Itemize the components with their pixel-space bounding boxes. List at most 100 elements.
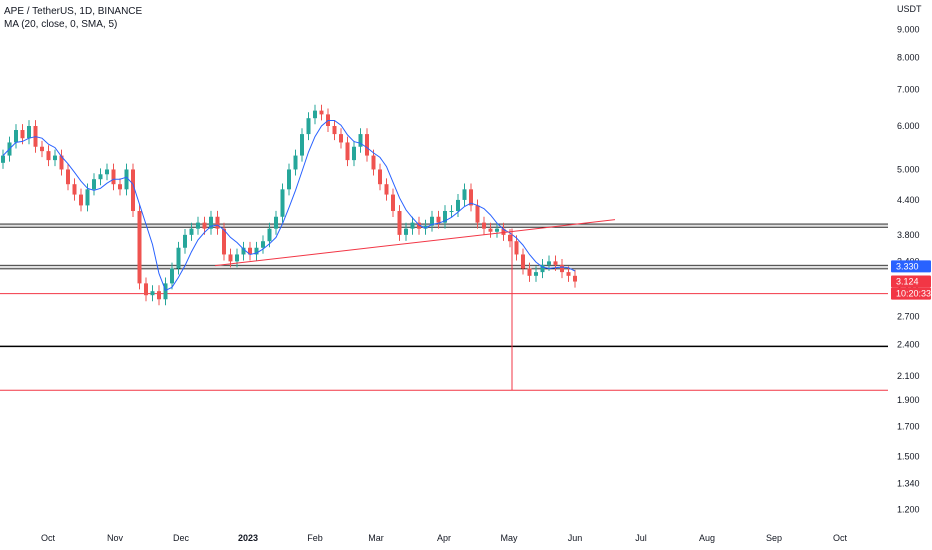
candle — [449, 205, 454, 218]
price-tick-6: 3.800 — [897, 230, 920, 240]
candle — [534, 266, 538, 282]
candle — [196, 216, 200, 235]
price-tick-15: 1.340 — [897, 478, 920, 488]
candle — [482, 216, 486, 235]
candle — [358, 128, 363, 153]
trendlines — [214, 219, 616, 391]
candle — [345, 136, 350, 167]
candle — [27, 120, 31, 145]
candle — [137, 205, 142, 290]
candle — [170, 262, 174, 290]
candle — [293, 149, 298, 176]
candle — [176, 241, 181, 275]
candle — [423, 219, 428, 235]
candle — [397, 205, 402, 241]
time-tick-0: Oct — [41, 533, 56, 543]
candle — [553, 255, 558, 271]
candle — [384, 178, 389, 201]
candle — [53, 149, 57, 167]
candle — [319, 104, 324, 121]
price-tick-14: 1.500 — [897, 451, 920, 461]
time-tick-11: Sep — [766, 533, 782, 543]
time-tick-4: Feb — [307, 533, 323, 543]
time-tick-12: Oct — [833, 533, 848, 543]
time-axis[interactable]: Oct Nov Dec 2023 Feb Mar Apr May Jun Jul Aug Sep Oct — [41, 533, 848, 543]
price-tick-12: 1.900 — [897, 395, 920, 405]
rising-trendline[interactable] — [214, 219, 616, 267]
candle — [98, 168, 103, 186]
horizontal-levels — [0, 223, 888, 391]
level-band-1 — [0, 265, 888, 269]
candle — [521, 248, 525, 275]
candle — [124, 163, 129, 196]
candle — [1, 149, 5, 169]
currency-label: USDT — [897, 4, 922, 14]
level-band-0 — [0, 224, 888, 227]
svg-text:3.330: 3.330 — [896, 261, 919, 271]
candle — [189, 222, 194, 241]
symbol-title[interactable]: APE / TetherUS, 1D, BINANCE — [4, 6, 143, 17]
candle — [339, 128, 343, 149]
candle — [72, 178, 77, 201]
candlestick-series — [1, 104, 577, 306]
candle — [462, 183, 467, 206]
price-tick-9: 2.700 — [897, 311, 920, 321]
candle — [566, 266, 571, 282]
candle — [436, 210, 441, 229]
time-tick-3: 2023 — [238, 533, 258, 543]
candle — [391, 188, 395, 218]
candle — [287, 163, 291, 196]
candle — [501, 222, 506, 241]
price-tick-5: 4.400 — [897, 195, 920, 205]
candle — [241, 241, 246, 261]
price-tick-16: 1.200 — [897, 505, 920, 515]
indicator-title[interactable]: MA (20, close, 0, SMA, 5) — [4, 19, 118, 30]
candle — [157, 285, 161, 306]
candle — [475, 199, 480, 229]
candle — [430, 210, 434, 232]
candle — [456, 194, 460, 218]
candle — [40, 140, 44, 158]
candle — [163, 277, 168, 306]
candle — [410, 216, 415, 235]
moving-average-line — [2, 120, 576, 292]
candle — [514, 235, 519, 261]
candle — [280, 183, 285, 223]
candle — [261, 235, 265, 254]
candle — [378, 163, 382, 191]
ma-line — [2, 120, 576, 292]
candle — [111, 163, 116, 191]
candle — [371, 149, 376, 176]
candle — [254, 241, 259, 261]
time-tick-7: May — [500, 533, 518, 543]
candle — [417, 216, 421, 235]
time-tick-9: Jul — [635, 533, 647, 543]
candle — [527, 262, 532, 282]
chart-legend: APE / TetherUS, 1D, BINANCE MA (20, clos… — [4, 5, 142, 31]
time-tick-1: Nov — [107, 533, 124, 543]
candle — [215, 210, 220, 235]
price-tick-2: 7.000 — [897, 84, 920, 94]
time-tick-5: Mar — [368, 533, 384, 543]
candle — [14, 124, 18, 149]
candle — [540, 259, 545, 279]
candle — [66, 163, 70, 191]
candle — [209, 210, 213, 235]
candle — [92, 173, 96, 196]
candle — [118, 178, 122, 196]
price-tick-10: 2.400 — [897, 339, 920, 349]
time-tick-8: Jun — [568, 533, 583, 543]
candle — [235, 248, 239, 268]
price-tick-4: 5.000 — [897, 164, 920, 174]
price-axis[interactable]: USDT 9.000 8.000 7.000 6.000 5.000 4.400 3.800 3… — [897, 4, 922, 515]
candle — [59, 149, 64, 176]
price-tick-11: 2.100 — [897, 371, 920, 381]
candle — [79, 188, 83, 212]
price-tick-1: 8.000 — [897, 52, 920, 62]
candle — [300, 128, 304, 162]
price-tick-0: 9.000 — [897, 24, 920, 34]
candle — [495, 222, 499, 238]
candle — [332, 120, 337, 141]
svg-text:10:20:33: 10:20:33 — [896, 289, 931, 299]
